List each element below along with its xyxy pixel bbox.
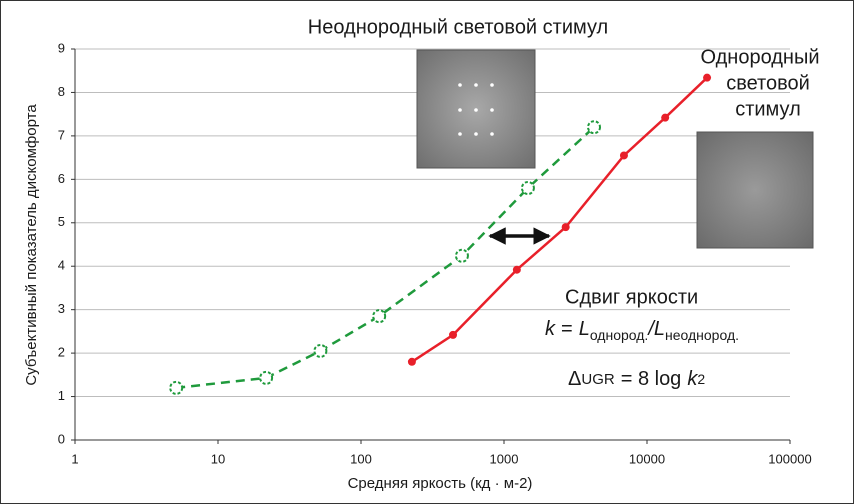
annotation: Сдвиг яркости <box>565 286 698 308</box>
data-point <box>661 114 669 122</box>
x-axis-label: Средняя яркость (кд · м-2) <box>348 475 533 492</box>
data-point <box>562 223 570 231</box>
y-tick-label: 1 <box>58 388 65 403</box>
formula-part: UGR <box>581 371 615 388</box>
x-tick-label: 1000 <box>490 451 519 466</box>
y-tick-label: 0 <box>58 431 65 446</box>
data-point <box>588 121 600 133</box>
y-tick-label: 6 <box>58 171 65 186</box>
uniform-stimulus-image <box>697 132 813 248</box>
formula-part: 2 <box>697 371 705 387</box>
y-tick-label: 8 <box>58 84 65 99</box>
y-tick-label: 2 <box>58 345 65 360</box>
formula-part: /L <box>646 318 665 340</box>
y-tick-label: 5 <box>58 214 65 229</box>
data-point <box>456 250 468 262</box>
annotation: Однородный <box>700 46 819 68</box>
data-point <box>449 331 457 339</box>
x-tick-label: 10000 <box>629 451 665 466</box>
data-point <box>260 372 272 384</box>
y-tick-label: 7 <box>58 127 65 142</box>
data-point <box>408 358 416 366</box>
y-tick-label: 4 <box>58 258 65 273</box>
formula-part: = 8 log <box>621 368 682 390</box>
chart-title: Неоднородный световой стимул <box>308 16 608 38</box>
data-point <box>703 74 711 82</box>
y-tick-label: 9 <box>58 40 65 55</box>
formula-part: L <box>579 318 590 340</box>
x-tick-label: 100 <box>350 451 372 466</box>
formula-part: неоднород. <box>665 327 739 343</box>
chart: Неоднородный световой стимул Средняя ярк… <box>0 0 854 504</box>
y-axis-label: Субъективный показатель дискомфорта <box>23 104 40 386</box>
y-tick-label: 3 <box>58 301 65 316</box>
data-point <box>373 310 385 322</box>
formula-part: k <box>545 318 556 340</box>
annotation: стимул <box>735 98 801 120</box>
data-point <box>620 151 628 159</box>
formula-part: = <box>561 318 573 340</box>
data-point <box>170 382 182 394</box>
data-point <box>522 182 534 194</box>
x-tick-label: 100000 <box>768 451 811 466</box>
x-tick-label: 1 <box>71 451 78 466</box>
x-tick-label: 10 <box>211 451 225 466</box>
formula-part: Δ <box>568 368 581 390</box>
data-point <box>513 266 521 274</box>
nonuniform-stimulus-image <box>417 50 535 168</box>
data-point <box>314 345 326 357</box>
annotation: световой <box>726 72 810 94</box>
formula-part: однород. <box>590 327 649 343</box>
